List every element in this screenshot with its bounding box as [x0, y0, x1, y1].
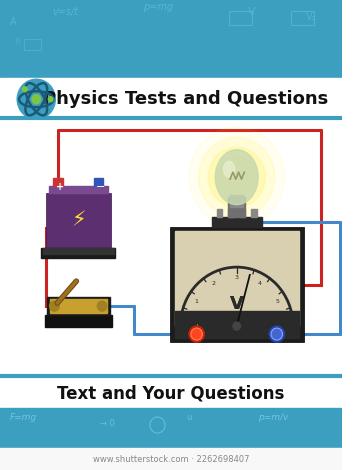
Bar: [175, 311, 299, 326]
Text: V: V: [230, 295, 244, 313]
Bar: [217, 209, 222, 217]
Text: V: V: [248, 8, 256, 17]
Bar: [240, 209, 245, 217]
Circle shape: [233, 322, 241, 330]
Bar: [175, 324, 299, 338]
Circle shape: [17, 79, 55, 119]
Bar: [47, 297, 110, 315]
Bar: [0, 376, 342, 410]
Text: 2: 2: [211, 281, 215, 286]
Bar: [0, 118, 342, 378]
Bar: [0, 0, 342, 80]
Bar: [291, 11, 314, 25]
Bar: [93, 178, 103, 186]
Text: V: V: [230, 295, 244, 313]
Bar: [228, 209, 234, 217]
Circle shape: [189, 127, 285, 227]
Text: Physics Tests and Questions: Physics Tests and Questions: [43, 90, 329, 108]
Text: 3: 3: [235, 274, 239, 280]
Ellipse shape: [215, 150, 258, 204]
Bar: [50, 299, 107, 313]
Bar: [49, 186, 108, 193]
Circle shape: [218, 157, 256, 197]
Circle shape: [269, 326, 285, 342]
Text: F=mg: F=mg: [10, 413, 37, 422]
Bar: [175, 231, 299, 326]
Circle shape: [23, 87, 27, 92]
Text: 1: 1: [194, 299, 198, 304]
Circle shape: [189, 326, 204, 342]
Text: p=m/v: p=m/v: [258, 413, 288, 422]
Bar: [230, 195, 243, 207]
Text: +: +: [56, 182, 64, 192]
Bar: [0, 408, 342, 448]
Text: → 0: → 0: [100, 419, 115, 428]
Bar: [0, 78, 342, 118]
Bar: [251, 209, 257, 217]
Text: www.shutterstock.com · 2262698407: www.shutterstock.com · 2262698407: [93, 454, 249, 463]
Bar: [46, 193, 111, 248]
Text: 4: 4: [258, 281, 262, 286]
Circle shape: [208, 147, 265, 207]
Text: ⚡: ⚡: [71, 211, 86, 231]
Circle shape: [48, 97, 53, 102]
Text: V₂: V₂: [305, 12, 316, 22]
Bar: [170, 227, 304, 342]
Bar: [229, 11, 252, 25]
Bar: [228, 197, 245, 217]
Ellipse shape: [223, 161, 235, 177]
Circle shape: [32, 95, 40, 104]
Text: v=s/t: v=s/t: [53, 8, 79, 17]
Bar: [212, 217, 262, 227]
Text: −: −: [273, 322, 281, 332]
Circle shape: [199, 137, 275, 217]
Text: Text and Your Questions: Text and Your Questions: [57, 384, 285, 402]
Bar: [45, 315, 112, 327]
Bar: [24, 39, 41, 50]
Circle shape: [97, 301, 107, 311]
Circle shape: [192, 329, 202, 339]
Bar: [43, 248, 113, 254]
Circle shape: [50, 301, 59, 311]
Text: +: +: [193, 323, 200, 332]
Bar: [53, 178, 63, 186]
Text: −: −: [96, 182, 105, 192]
Text: A: A: [10, 17, 16, 27]
Circle shape: [272, 329, 282, 339]
Text: R: R: [14, 38, 20, 47]
Text: u: u: [186, 413, 192, 422]
Text: p=mg: p=mg: [143, 2, 173, 12]
Bar: [0, 448, 342, 470]
Bar: [41, 248, 116, 258]
Text: 5: 5: [275, 299, 279, 304]
